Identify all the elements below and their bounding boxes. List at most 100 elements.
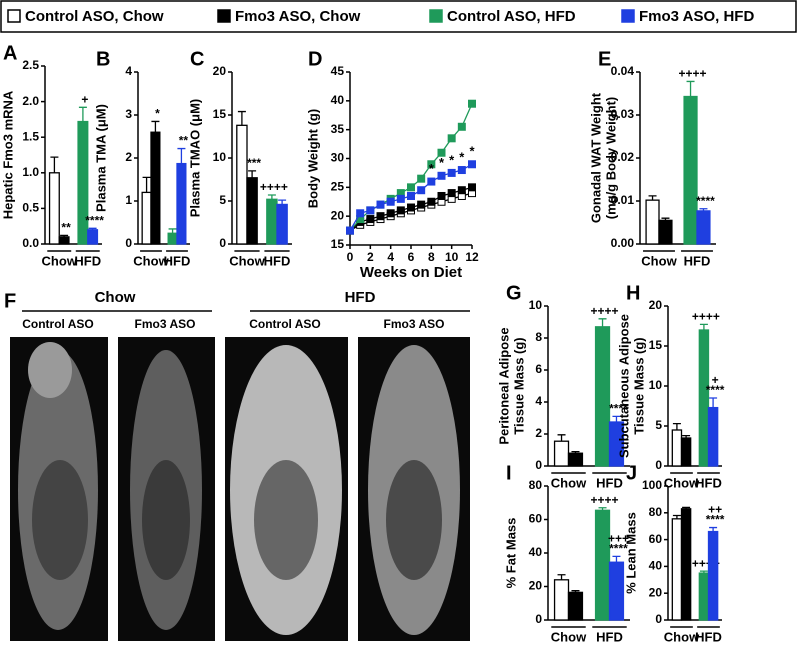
y-tick-label: 20 [649,298,663,312]
x-tick-label: HFD [74,253,101,268]
y-tick-label: 0.00 [611,236,635,250]
x-tick-label: HFD [695,629,722,644]
marker [407,203,415,212]
error-bar [177,147,186,164]
y-axis-label: Subcutaneous Adipose [616,314,631,458]
y-tick-label: 20 [213,64,227,78]
y-tick-label: 0 [655,458,662,472]
x-tick-label: 4 [387,250,394,264]
y-tick-label: 6 [535,362,542,376]
error-bar [699,208,708,211]
significance-label: **** [609,402,628,416]
marker [417,200,426,209]
y-axis-label: Plasma TMAO (μM) [187,99,202,217]
x-tick-label: HFD [164,253,191,268]
panel-letter: J [626,462,637,484]
y-tick-label: 60 [649,532,663,546]
marker [417,186,426,195]
bar [680,437,692,467]
panel-f: F Chow HFD Control ASO Fmo3 ASO Control … [4,289,470,641]
x-tick-label: 0 [347,250,354,264]
error-bar [699,570,708,574]
error-bar [557,574,566,580]
marker [447,168,456,177]
panel-letter: F [4,290,16,312]
marker [366,206,375,215]
y-tick-label: 25 [331,180,345,194]
y-tick-label: 15 [649,338,663,352]
y-tick-label: 0.5 [22,201,39,215]
legend-swatch [621,9,635,23]
error-bar [682,434,691,438]
significance-label: * [469,144,475,159]
bar [141,191,152,245]
significance-label: **** [609,542,628,556]
y-tick-label: 60 [529,512,543,526]
y-tick-label: 20 [529,579,543,593]
marker [437,191,446,200]
error-bar [557,434,566,442]
y-tick-label: 2.5 [22,58,39,72]
error-bar [648,195,657,201]
y-tick-label: 0 [535,458,542,472]
error-bar [50,156,59,173]
x-tick-label: Chow [664,629,700,644]
bar [553,440,570,467]
panel-letter: E [598,48,611,70]
y-tick-label: 40 [649,559,663,573]
x-tick-label: HFD [264,253,291,268]
marker [468,99,476,108]
marker [437,148,446,157]
marker [457,186,466,195]
bar [658,219,673,245]
x-tick-label: Chow [641,253,677,268]
x-tick-label: Chow [551,475,587,490]
y-tick-label: 0 [655,612,662,626]
error-bar [278,199,287,205]
y-tick-label: 45 [331,64,345,78]
bar [567,591,584,621]
y-tick-label: 10 [529,298,543,312]
significance-label: *** [247,156,261,170]
y-tick-label: 1 [125,193,132,207]
y-axis-label: Tissue Mass (g) [511,337,526,434]
y-tick-label: 5 [219,193,226,207]
bar [87,229,99,245]
legend-swatch [429,9,443,23]
marker [417,174,426,183]
legend-label: Control ASO, HFD [447,8,576,25]
significance-label: **** [696,194,715,208]
x-tick-label: 12 [465,250,479,264]
x-tick-label: HFD [684,253,711,268]
significance-label: * [439,155,445,170]
legend-swatch [217,9,231,23]
error-bar [612,415,621,422]
legend-box [0,0,797,33]
error-bar [78,106,87,122]
marker [468,160,476,169]
y-tick-label: 0 [125,236,132,250]
significance-label: +++ [608,532,629,546]
y-tick-label: 1.0 [22,165,39,179]
y-axis-label: (mg/g Body Weight) [603,97,618,220]
legend-label: Control ASO, Chow [25,8,164,25]
error-bar [699,323,708,330]
bar [594,509,611,621]
y-axis-label: Gonadal WAT Weight [588,92,603,223]
significance-label: + [712,373,719,387]
significance-label: ++++ [679,67,707,81]
marker [457,122,466,131]
marker [468,183,476,192]
image-label: Fmo3 ASO [135,317,196,331]
bar [671,429,683,467]
y-axis-label: Tissue Mass (g) [631,337,646,434]
marker [427,177,436,186]
mri-images [10,337,470,641]
bar [645,199,660,245]
error-bar [709,397,718,408]
y-tick-label: 15 [331,237,345,251]
x-tick-label: 2 [367,250,374,264]
significance-label: ++++ [260,180,288,194]
significance-label: + [81,92,88,106]
y-tick-label: 0.04 [611,64,635,78]
